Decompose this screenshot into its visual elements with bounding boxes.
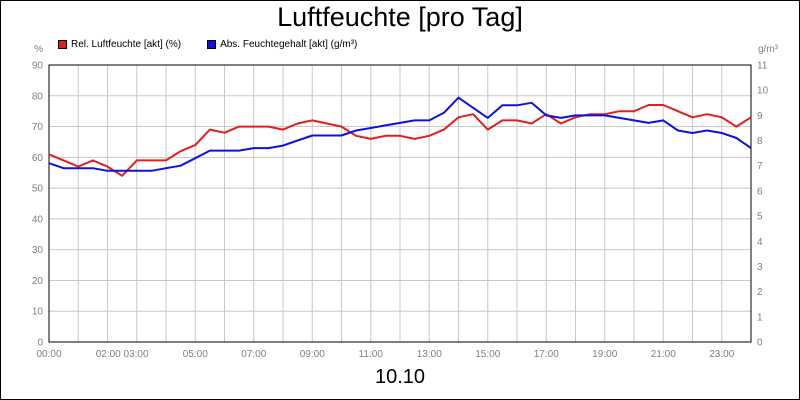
x-tick-label: 19:00 bbox=[592, 349, 617, 360]
chart-title: Luftfeuchte [pro Tag] bbox=[277, 2, 523, 32]
y-right-tick-label: 8 bbox=[757, 136, 763, 147]
plot-border bbox=[48, 64, 752, 343]
legend-item-rel-humidity: Rel. Luftfeuchte [akt] (%) bbox=[58, 39, 181, 50]
y-right-tick-label: 9 bbox=[757, 111, 763, 122]
y-right-tick-label: 5 bbox=[757, 212, 763, 223]
x-tick-label: 09:00 bbox=[300, 349, 325, 360]
legend-swatch-abs-humidity bbox=[207, 40, 217, 49]
x-tick-label: 00:00 bbox=[36, 349, 61, 360]
series-line-abs-humidity bbox=[48, 96, 752, 172]
y-left-tick-label: 10 bbox=[32, 307, 44, 318]
y-left-tick-label: 70 bbox=[32, 122, 44, 133]
x-tick-label: 13:00 bbox=[417, 349, 442, 360]
y-left-tick-label: 20 bbox=[32, 276, 44, 287]
date-label: 10.10 bbox=[374, 366, 426, 388]
y-left-tick-label: 40 bbox=[32, 214, 44, 225]
x-tick-label: 05:00 bbox=[183, 349, 208, 360]
y-left-tick-label: 80 bbox=[32, 91, 44, 102]
x-tick-label: 17:00 bbox=[534, 349, 559, 360]
y-right-tick-label: 6 bbox=[757, 186, 763, 197]
x-tick-label: 07:00 bbox=[241, 349, 266, 360]
y-right-tick-label: 1 bbox=[757, 312, 763, 323]
series-line-rel-humidity bbox=[48, 104, 752, 177]
x-tick-label: 11:00 bbox=[359, 349, 384, 360]
legend: Rel. Luftfeuchte [akt] (%) Abs. Feuchteg… bbox=[58, 39, 383, 50]
x-tick-label: 15:00 bbox=[475, 349, 500, 360]
y-right-tick-label: 11 bbox=[757, 61, 768, 72]
y-right-tick-label: 2 bbox=[757, 287, 763, 298]
legend-swatch-rel-humidity bbox=[58, 40, 67, 49]
y-left-tick-label: 50 bbox=[32, 184, 44, 195]
x-tick-label: 21:00 bbox=[651, 349, 676, 360]
y-right-tick-label: 0 bbox=[757, 338, 763, 349]
y-right-unit: g/m³ bbox=[758, 44, 779, 55]
y-left-tick-label: 30 bbox=[32, 245, 44, 256]
y-left-tick-label: 0 bbox=[37, 338, 43, 349]
legend-label-rel-humidity: Rel. Luftfeuchte [akt] (%) bbox=[71, 39, 182, 50]
legend-item-abs-humidity: Abs. Feuchtegehalt [akt] (g/m³) bbox=[207, 39, 357, 50]
y-left-tick-label: 90 bbox=[32, 61, 44, 72]
legend-label-abs-humidity: Abs. Feuchtegehalt [akt] (g/m³) bbox=[220, 39, 358, 50]
x-tick-label: 23:00 bbox=[709, 349, 734, 360]
y-left-unit: % bbox=[34, 44, 43, 55]
y-right-tick-label: 3 bbox=[757, 262, 763, 273]
y-right-tick-label: 10 bbox=[757, 86, 769, 97]
y-right-tick-label: 7 bbox=[757, 161, 763, 172]
y-left-tick-label: 60 bbox=[32, 153, 44, 164]
y-right-tick-label: 4 bbox=[757, 237, 763, 248]
x-tick-label: 02:00 03:00 bbox=[96, 349, 149, 360]
